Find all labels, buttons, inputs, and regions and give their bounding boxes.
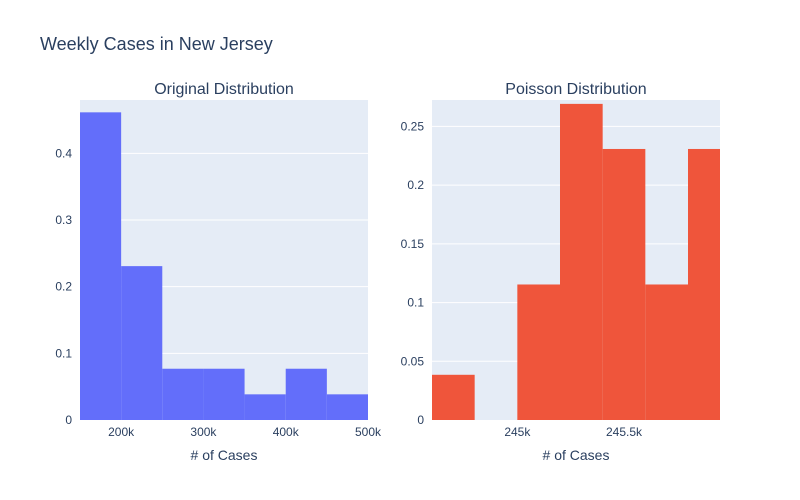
poisson-histogram-bar: [432, 374, 475, 420]
poisson-histogram-bar: [688, 148, 720, 420]
original-x-tick-label: 500k: [355, 425, 382, 439]
poisson-histogram-bar: [517, 284, 560, 420]
original-x-tick-label: 400k: [273, 425, 300, 439]
poisson-distribution-panel: 0 0.05 0.1 0.15 0.2 0.25 245k 245.5k Poisson Dis…: [401, 81, 720, 463]
original-histogram-bar: [326, 394, 368, 420]
original-subplot-title: Original Distribution: [154, 81, 294, 98]
original-y-tick-label: 0: [65, 413, 72, 427]
poisson-bars: [432, 103, 720, 420]
original-histogram-bar: [121, 266, 163, 420]
poisson-histogram-bar: [560, 103, 603, 420]
original-distribution-panel: 0 0.1 0.2 0.3 0.4 200k 300k 400k 500k Original Di…: [55, 81, 382, 463]
figure-title: Weekly Cases in New Jersey: [40, 34, 273, 54]
original-histogram-bar: [285, 368, 327, 420]
poisson-histogram-bar: [602, 148, 646, 420]
poisson-y-tick-label: 0.1: [407, 296, 424, 310]
original-y-tick-label: 0.1: [55, 346, 72, 360]
poisson-x-tick-label: 245k: [504, 425, 531, 439]
poisson-y-tick-label: 0: [417, 413, 424, 427]
original-y-tick-label: 0.4: [55, 146, 72, 160]
original-histogram-bar: [80, 112, 122, 420]
original-histogram-bar: [244, 394, 286, 420]
poisson-subplot-title: Poisson Distribution: [505, 81, 646, 98]
original-bars: [80, 112, 368, 420]
original-y-tick-label: 0.3: [55, 213, 72, 227]
original-x-tick-label: 300k: [190, 425, 217, 439]
poisson-y-tick-label: 0.2: [407, 178, 424, 192]
poisson-x-axis-title: # of Cases: [543, 447, 610, 463]
poisson-y-tick-label: 0.15: [401, 237, 425, 251]
original-x-axis-title: # of Cases: [191, 447, 258, 463]
original-x-tick-label: 200k: [108, 425, 135, 439]
original-y-tick-label: 0.2: [55, 280, 72, 294]
poisson-x-tick-label: 245.5k: [606, 425, 643, 439]
poisson-y-tick-label: 0.25: [401, 119, 425, 133]
original-histogram-bar: [162, 368, 204, 420]
original-histogram-bar: [203, 368, 245, 420]
poisson-y-tick-label: 0.05: [401, 354, 425, 368]
poisson-histogram-bar: [645, 284, 688, 420]
